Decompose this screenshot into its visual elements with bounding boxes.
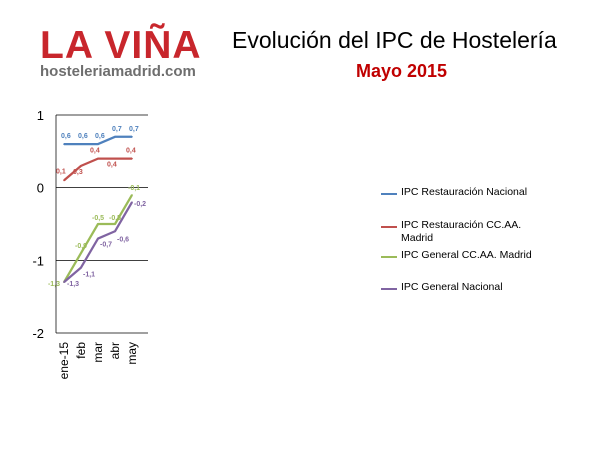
- data-label: -1,3: [67, 281, 79, 288]
- legend-label: IPC General CC.AA. Madrid: [401, 249, 532, 261]
- data-label: 0,7: [129, 126, 139, 133]
- data-point: [97, 157, 99, 160]
- logo-website: hosteleriamadrid.com: [40, 63, 196, 80]
- x-tick-label: mar: [91, 342, 105, 363]
- x-tick-label: abr: [108, 342, 122, 359]
- data-label: 0,6: [95, 133, 105, 140]
- y-tick-label: -1: [32, 253, 44, 268]
- series-lines: [63, 135, 133, 283]
- data-labels: 0,6 0,6 0,6 0,7 0,7 0,1 0,3 0,4 0,4 0,4 -1,3 -0,9 -0…: [48, 126, 146, 288]
- legend-swatch: [381, 193, 397, 195]
- data-point: [114, 136, 116, 138]
- data-point: [131, 157, 133, 160]
- legend-swatch: [381, 288, 397, 290]
- chart-title: Evolución del IPC de Hostelería: [232, 27, 557, 53]
- data-point: [80, 143, 82, 145]
- y-tick-label: -2: [32, 326, 44, 341]
- data-point: [131, 136, 133, 138]
- data-label: 0,4: [90, 148, 100, 155]
- data-point: [97, 143, 99, 145]
- data-label: 0,6: [78, 133, 88, 140]
- chart-subtitle: Mayo 2015: [356, 61, 448, 81]
- data-point: [97, 237, 99, 240]
- data-label: -0,1: [128, 185, 140, 192]
- data-point: [63, 143, 65, 145]
- data-point: [114, 157, 116, 160]
- data-label: -0,6: [117, 236, 129, 243]
- legend-label: IPC Restauración Nacional: [401, 186, 528, 198]
- data-label: 0,3: [73, 169, 83, 176]
- data-label: -1,3: [48, 281, 60, 288]
- data-point: [80, 266, 82, 269]
- data-label: -0,2: [134, 201, 146, 208]
- data-label: 0,6: [61, 133, 71, 140]
- x-tick-label: may: [125, 342, 139, 365]
- x-tick-label: ene-15: [57, 342, 71, 380]
- logo-title: LA VIÑA: [40, 24, 202, 67]
- data-point: [114, 230, 116, 233]
- x-tick-label: feb: [74, 342, 88, 359]
- data-label: 0,4: [126, 148, 136, 155]
- data-point: [131, 194, 133, 196]
- data-label: 0,7: [112, 126, 122, 133]
- data-point: [80, 252, 82, 254]
- legend-swatch: [381, 256, 397, 258]
- gridlines: [56, 114, 148, 334]
- data-point: [114, 223, 116, 225]
- data-label: -0,7: [100, 242, 112, 249]
- axes: 1 0 -1 -2 ene-15 feb mar abr may: [32, 108, 139, 379]
- data-point: [63, 179, 65, 182]
- legend-label: IPC Restauración CC.AA. Madrid: [401, 219, 522, 244]
- y-tick-label: 1: [37, 108, 44, 123]
- data-point: [97, 223, 99, 225]
- data-label: -0,9: [75, 243, 87, 250]
- data-point: [63, 281, 65, 283]
- data-label: -0,5: [109, 215, 121, 222]
- legend-label: IPC General Nacional: [401, 281, 503, 293]
- data-point: [131, 201, 133, 203]
- data-label: 0,4: [107, 162, 117, 169]
- data-label: -1,1: [83, 272, 95, 279]
- data-label: 0,1: [56, 168, 66, 175]
- legend-swatch: [381, 226, 397, 228]
- y-tick-label: 0: [37, 181, 44, 196]
- data-point: [80, 165, 82, 167]
- data-label: -0,5: [92, 215, 104, 222]
